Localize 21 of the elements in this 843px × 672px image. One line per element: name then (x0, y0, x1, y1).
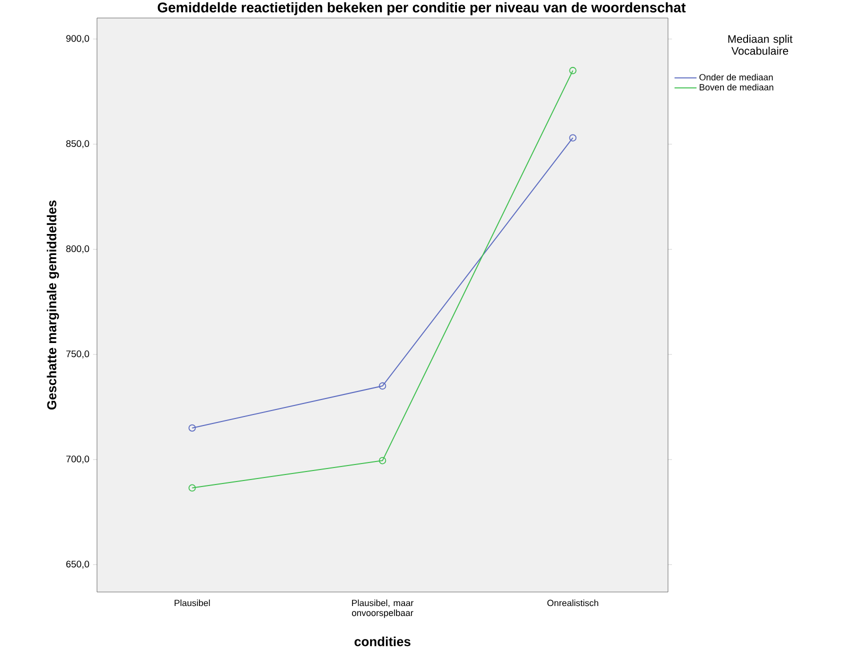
point (378, 456, 386, 464)
point (569, 134, 576, 142)
x-tick-label: Onrealistisch (547, 600, 598, 606)
x-tick-label: Plausibel, maar onvoorspelbaar (352, 600, 414, 618)
y-tick-label: 750,0 (66, 350, 90, 358)
point (188, 484, 196, 492)
y-tick-label: 800,0 (66, 245, 90, 254)
legend-label: Boven de mediaan (700, 84, 774, 90)
legend-title: Mediaan split Vocabulaire (728, 34, 793, 55)
legend-label: Onder de mediaan (699, 74, 773, 80)
point (188, 424, 196, 432)
y-tick-label: 650,0 (66, 560, 90, 569)
x-tick-label: Plausibel (174, 600, 210, 606)
point (378, 382, 386, 390)
point (569, 66, 576, 74)
chart-title: Gemiddelde reactietijden bekeken per conditie per niveau van de woordenschat (158, 2, 686, 16)
y-tick-label: 900,0 (66, 35, 90, 43)
y-tick-label: 700,0 (66, 456, 90, 464)
x-axis-title: condities (354, 636, 410, 646)
y-axis-title: Geschatte marginale gemiddeldes (46, 200, 59, 410)
y-tick-label: 850,0 (66, 140, 90, 148)
